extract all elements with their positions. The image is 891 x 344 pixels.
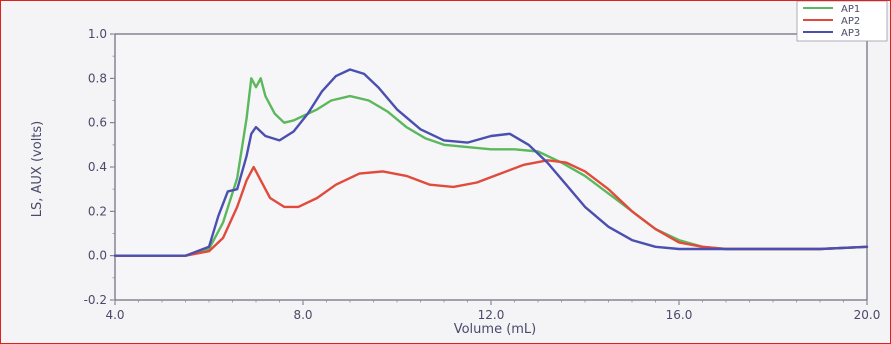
y-tick-label: 0.8 [88, 71, 107, 85]
legend-label-ap2: AP2 [841, 16, 860, 27]
axes [114, 33, 868, 301]
y-axis-label: LS, AUX (volts) [30, 121, 45, 217]
series-line-ap2 [113, 159, 869, 257]
y-tick-label: 0.6 [88, 116, 107, 130]
x-tick-label: 12.0 [478, 308, 505, 322]
y-tick-label: -0.2 [84, 293, 107, 307]
x-tick-label: 16.0 [666, 308, 693, 322]
legend-label-ap3: AP3 [841, 28, 860, 39]
x-tick-label: 4.0 [105, 308, 124, 322]
x-axis-label: Volume (mL) [454, 322, 537, 337]
x-tick-label: 20.0 [854, 308, 881, 322]
series-lines [113, 68, 869, 257]
ticks: 4.0 8.0 12.0 16.0 20.0 -0.2 0.0 0.2 0.4 0.6 0.8 1.0 [84, 27, 881, 322]
y-tick-label: 1.0 [88, 27, 107, 41]
y-tick-label: 0.2 [88, 204, 107, 218]
legend-label-ap1: AP1 [841, 4, 860, 15]
plot-area [114, 33, 868, 301]
y-tick-label: 0.0 [88, 249, 107, 263]
series-line-ap3 [113, 68, 869, 257]
x-tick-label: 8.0 [293, 308, 312, 322]
y-tick-label: 0.4 [88, 160, 107, 174]
